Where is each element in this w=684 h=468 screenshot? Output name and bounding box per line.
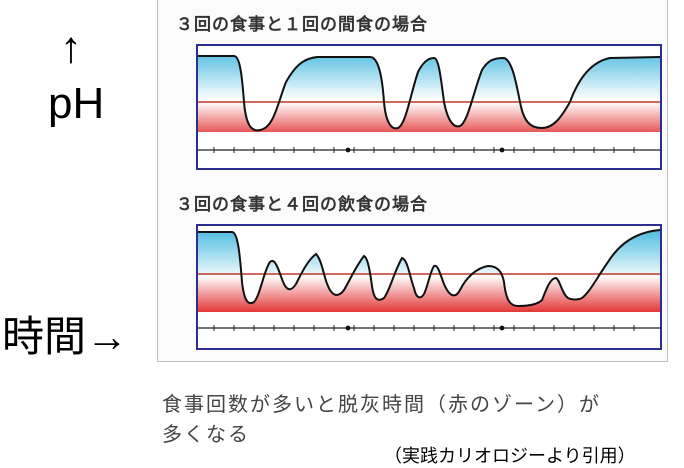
panel-title: ３回の食事と４回の飲食の場合 xyxy=(176,195,428,215)
citation: （実践カリオロジーより引用） xyxy=(384,446,636,466)
ph-chart xyxy=(196,224,662,350)
panel-title: ３回の食事と１回の間食の場合 xyxy=(176,15,428,35)
x-axis-label: 時間→ xyxy=(2,313,129,360)
caption: 食事回数が多いと脱灰時間（赤のゾーン）が xyxy=(162,392,601,416)
ph-chart-graphic xyxy=(198,229,660,348)
ph-chart xyxy=(196,44,662,170)
caption: 多くなる xyxy=(162,422,250,446)
figure: ３回の食事と１回の間食の場合 xyxy=(157,0,668,362)
up-arrow-icon: ↑ xyxy=(60,23,82,72)
ph-chart-graphic xyxy=(198,55,660,168)
y-axis-label: pH xyxy=(48,79,105,128)
